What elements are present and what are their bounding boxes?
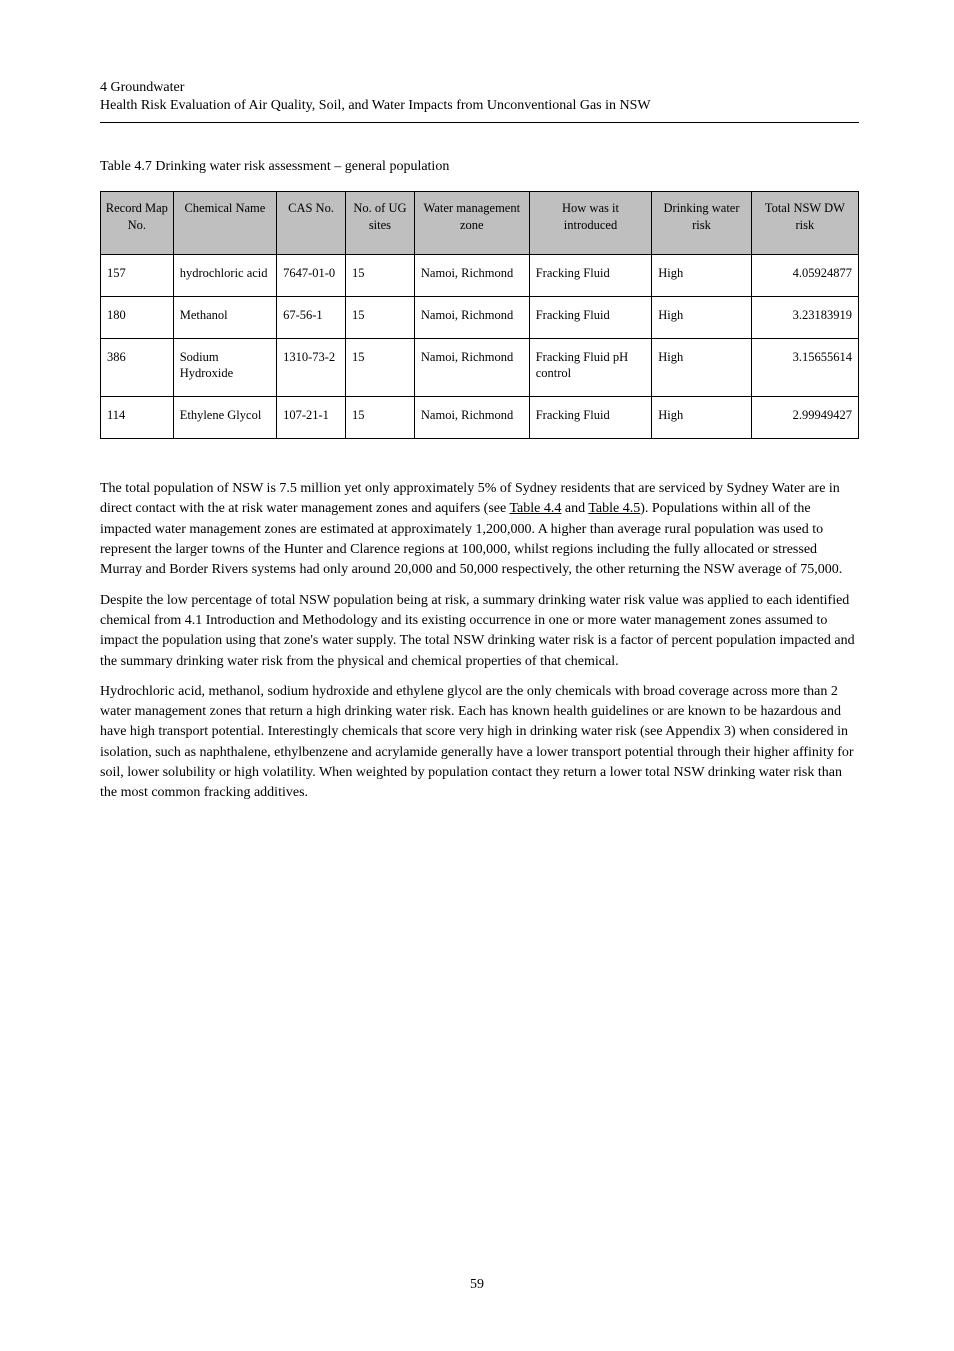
cell-zone: Namoi, Richmond xyxy=(414,397,529,439)
table-header-row: Record Map No. Chemical Name CAS No. No.… xyxy=(101,192,859,255)
table-row: 157 hydrochloric acid 7647-01-0 15 Namoi… xyxy=(101,254,859,296)
cell-total: 3.23183919 xyxy=(751,296,858,338)
title-text: Groundwater xyxy=(111,80,185,95)
col-header: CAS No. xyxy=(277,192,346,255)
cell-map-no: 180 xyxy=(101,296,174,338)
col-header: No. of UG sites xyxy=(345,192,414,255)
p1-mid: and xyxy=(561,501,588,516)
page-number: 59 xyxy=(0,1277,954,1293)
cell-risk: High xyxy=(652,254,752,296)
cell-map-no: 114 xyxy=(101,397,174,439)
cell-zone: Namoi, Richmond xyxy=(414,296,529,338)
cell-sites: 15 xyxy=(345,397,414,439)
paragraph-1: The total population of NSW is 7.5 milli… xyxy=(100,479,859,580)
cell-chemical-name: Ethylene Glycol xyxy=(173,397,276,439)
table-row: 114 Ethylene Glycol 107-21-1 15 Namoi, R… xyxy=(101,397,859,439)
cell-total: 4.05924877 xyxy=(751,254,858,296)
cell-how: Fracking Fluid xyxy=(529,397,652,439)
cell-zone: Namoi, Richmond xyxy=(414,338,529,397)
col-header: Chemical Name xyxy=(173,192,276,255)
cell-risk: High xyxy=(652,397,752,439)
cell-chemical-name: Methanol xyxy=(173,296,276,338)
table-row: 386 Sodium Hydroxide 1310-73-2 15 Namoi,… xyxy=(101,338,859,397)
col-header: Record Map No. xyxy=(101,192,174,255)
cell-cas-no: 7647-01-0 xyxy=(277,254,346,296)
col-header: Drinking water risk xyxy=(652,192,752,255)
cell-sites: 15 xyxy=(345,254,414,296)
title-prefix: 4 xyxy=(100,80,111,95)
cell-map-no: 386 xyxy=(101,338,174,397)
cell-sites: 15 xyxy=(345,338,414,397)
cell-risk: High xyxy=(652,296,752,338)
cell-sites: 15 xyxy=(345,296,414,338)
doc-section-title: 4 Groundwater xyxy=(100,80,859,96)
cell-how: Fracking Fluid pH control xyxy=(529,338,652,397)
cell-risk: High xyxy=(652,338,752,397)
table-ref-link[interactable]: Table 4.5 xyxy=(588,501,640,516)
table-ref-link[interactable]: Table 4.4 xyxy=(509,501,561,516)
risk-table: Record Map No. Chemical Name CAS No. No.… xyxy=(100,191,859,439)
paragraph-2b: Hydrochloric acid, methanol, sodium hydr… xyxy=(100,682,859,804)
cell-cas-no: 67-56-1 xyxy=(277,296,346,338)
body-text: The total population of NSW is 7.5 milli… xyxy=(100,479,859,803)
cell-total: 3.15655614 xyxy=(751,338,858,397)
section-ref: 4.1 Introduction and Methodology xyxy=(185,613,378,628)
cell-cas-no: 107-21-1 xyxy=(277,397,346,439)
cell-total: 2.99949427 xyxy=(751,397,858,439)
cell-cas-no: 1310-73-2 xyxy=(277,338,346,397)
table-body: 157 hydrochloric acid 7647-01-0 15 Namoi… xyxy=(101,254,859,438)
cell-map-no: 157 xyxy=(101,254,174,296)
cell-how: Fracking Fluid xyxy=(529,296,652,338)
col-header: Total NSW DW risk xyxy=(751,192,858,255)
cell-zone: Namoi, Richmond xyxy=(414,254,529,296)
col-header: How was it introduced xyxy=(529,192,652,255)
col-header: Water management zone xyxy=(414,192,529,255)
page-header: 4 Groundwater Health Risk Evaluation of … xyxy=(100,80,859,123)
paragraph-2a: Despite the low percentage of total NSW … xyxy=(100,591,859,672)
cell-chemical-name: Sodium Hydroxide xyxy=(173,338,276,397)
table-caption: Table 4.7 Drinking water risk assessment… xyxy=(100,159,859,175)
cell-chemical-name: hydrochloric acid xyxy=(173,254,276,296)
table-row: 180 Methanol 67-56-1 15 Namoi, Richmond … xyxy=(101,296,859,338)
cell-how: Fracking Fluid xyxy=(529,254,652,296)
doc-subtitle: Health Risk Evaluation of Air Quality, S… xyxy=(100,98,859,114)
header-divider xyxy=(100,122,859,123)
